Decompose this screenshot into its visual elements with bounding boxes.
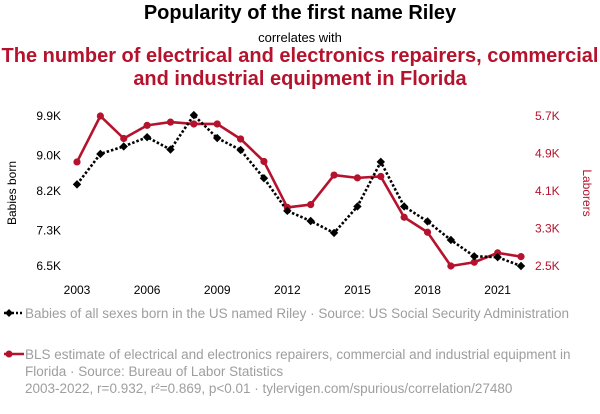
y-tick-right: 5.7K xyxy=(535,109,560,123)
data-point-riley xyxy=(259,174,269,183)
y-tick-right: 3.3K xyxy=(535,222,560,236)
data-point-repairers xyxy=(260,157,268,166)
data-point-repairers xyxy=(143,121,151,129)
data-point-repairers xyxy=(190,120,198,128)
y-tick-left: 8.2K xyxy=(36,184,61,198)
data-point-repairers xyxy=(423,228,432,236)
data-point-repairers xyxy=(517,253,525,261)
data-point-repairers xyxy=(377,172,385,181)
x-tick: 2021 xyxy=(484,283,511,297)
legend-label-riley: Babies of all sexes born in the US named… xyxy=(25,306,570,321)
chart-subtitle: The number of electrical and electronics… xyxy=(1,45,599,90)
footer-stats: 2003-2022, r=0.932, r²=0.869, p<0.01 · t… xyxy=(25,381,513,396)
data-point-repairers xyxy=(96,112,104,120)
data-point-riley xyxy=(353,202,362,211)
legend-series-repairers: BLS estimate of electrical and electroni… xyxy=(4,346,594,380)
data-point-riley xyxy=(516,261,526,271)
y-tick-right: 4.9K xyxy=(535,147,560,161)
y-tick-left: 9.9K xyxy=(36,109,61,123)
legend-label-repairers: BLS estimate of electrical and electroni… xyxy=(25,347,571,379)
x-tick: 2018 xyxy=(414,283,441,297)
data-point-riley xyxy=(376,157,385,167)
data-point-riley xyxy=(236,145,245,155)
chart-title: Popularity of the first name Riley xyxy=(143,2,457,24)
y-axis-label-left: Babies born xyxy=(5,161,19,225)
legend-marker-circle-solid xyxy=(4,350,24,358)
data-point-riley xyxy=(399,202,409,211)
chart-area: Babies born Laborers 6.5K 7.3K 8.2K 9.0K 9.9… xyxy=(5,109,594,297)
x-tick: 2009 xyxy=(204,283,231,297)
data-point-repairers xyxy=(447,262,455,270)
data-point-riley xyxy=(329,228,339,238)
legend-marker-diamond-dotted xyxy=(4,309,24,317)
data-point-repairers xyxy=(120,134,128,143)
x-tick: 2015 xyxy=(344,283,371,297)
data-point-riley xyxy=(493,252,502,262)
data-point-repairers xyxy=(236,135,245,143)
y-tick-left: 6.5K xyxy=(36,259,61,273)
data-point-repairers xyxy=(213,120,221,128)
data-point-riley xyxy=(213,133,222,143)
data-point-riley xyxy=(166,145,175,154)
data-point-riley xyxy=(283,206,292,216)
data-point-repairers xyxy=(470,258,478,266)
legend-series-riley: Babies of all sexes born in the US named… xyxy=(4,305,594,322)
chart-connector: correlates with xyxy=(258,30,342,45)
data-point-riley xyxy=(470,252,479,261)
data-point-riley xyxy=(423,217,432,226)
x-tick: 2006 xyxy=(134,283,161,297)
data-point-repairers xyxy=(494,249,502,257)
y-tick-left: 7.3K xyxy=(36,224,61,238)
x-tick: 2012 xyxy=(274,283,301,297)
data-point-riley xyxy=(142,132,152,142)
y-axis-label-right: Laborers xyxy=(580,169,594,216)
data-point-riley xyxy=(306,216,315,226)
data-point-riley xyxy=(189,110,199,120)
y-tick-right: 2.5K xyxy=(535,259,560,273)
data-point-repairers xyxy=(400,213,408,221)
data-point-riley xyxy=(446,235,456,245)
data-point-riley xyxy=(72,180,82,189)
data-point-repairers xyxy=(166,118,175,126)
data-point-repairers xyxy=(307,200,315,209)
data-point-riley xyxy=(119,142,128,151)
y-tick-left: 9.0K xyxy=(36,149,61,163)
series-line-repairers xyxy=(75,114,522,268)
series-line-riley xyxy=(75,113,522,268)
x-tick: 2003 xyxy=(64,283,91,297)
data-point-repairers xyxy=(330,171,338,179)
data-point-repairers xyxy=(73,158,81,166)
data-point-repairers xyxy=(353,174,362,182)
data-point-riley xyxy=(96,149,105,159)
y-tick-right: 4.1K xyxy=(535,184,560,198)
